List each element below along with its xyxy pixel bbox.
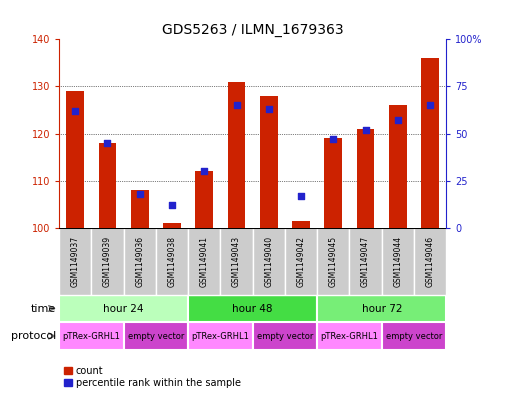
Bar	[317, 295, 446, 322]
Bar	[66, 91, 84, 228]
Point	[200, 168, 208, 174]
Bar	[98, 143, 116, 228]
Text: GSM1149043: GSM1149043	[232, 236, 241, 287]
Point	[103, 140, 111, 146]
Text: GSM1149040: GSM1149040	[264, 236, 273, 287]
Point	[394, 117, 402, 123]
Point	[232, 102, 241, 108]
Text: pTRex-GRHL1: pTRex-GRHL1	[63, 332, 120, 340]
Text: empty vector: empty vector	[256, 332, 313, 340]
Bar	[317, 228, 349, 295]
Text: hour 72: hour 72	[362, 303, 402, 314]
Bar	[357, 129, 374, 228]
Point	[297, 193, 305, 199]
Point	[426, 102, 435, 108]
Bar	[91, 228, 124, 295]
Text: GSM1149047: GSM1149047	[361, 236, 370, 287]
Bar	[195, 171, 213, 228]
Bar	[188, 295, 317, 322]
Bar	[163, 223, 181, 228]
Bar	[414, 228, 446, 295]
Bar	[59, 322, 124, 350]
Text: hour 48: hour 48	[232, 303, 273, 314]
Text: GSM1149044: GSM1149044	[393, 236, 402, 287]
Bar	[324, 138, 342, 228]
Text: pTRex-GRHL1: pTRex-GRHL1	[191, 332, 249, 340]
Bar	[252, 228, 285, 295]
Text: GSM1149045: GSM1149045	[329, 236, 338, 287]
Bar	[382, 228, 414, 295]
Bar	[221, 228, 252, 295]
Point	[265, 106, 273, 112]
Point	[168, 202, 176, 208]
Bar	[59, 228, 91, 295]
Text: empty vector: empty vector	[128, 332, 184, 340]
Text: GSM1149036: GSM1149036	[135, 236, 144, 287]
Bar	[156, 228, 188, 295]
Text: GSM1149042: GSM1149042	[297, 236, 306, 287]
Text: protocol: protocol	[11, 331, 56, 341]
Bar	[124, 228, 156, 295]
Bar	[382, 322, 446, 350]
Title: GDS5263 / ILMN_1679363: GDS5263 / ILMN_1679363	[162, 23, 344, 37]
Bar	[59, 295, 188, 322]
Text: GSM1149041: GSM1149041	[200, 236, 209, 287]
Bar	[317, 322, 382, 350]
Text: time: time	[31, 303, 56, 314]
Point	[362, 127, 370, 133]
Point	[135, 191, 144, 197]
Legend: count, percentile rank within the sample: count, percentile rank within the sample	[64, 366, 241, 388]
Text: empty vector: empty vector	[386, 332, 442, 340]
Bar	[389, 105, 407, 228]
Text: GSM1149039: GSM1149039	[103, 236, 112, 287]
Bar	[349, 228, 382, 295]
Text: GSM1149038: GSM1149038	[167, 236, 176, 287]
Bar	[252, 322, 317, 350]
Text: hour 24: hour 24	[103, 303, 144, 314]
Bar	[228, 82, 245, 228]
Bar	[188, 228, 221, 295]
Bar	[131, 190, 149, 228]
Point	[329, 136, 338, 142]
Bar	[124, 322, 188, 350]
Bar	[285, 228, 317, 295]
Text: pTRex-GRHL1: pTRex-GRHL1	[321, 332, 379, 340]
Text: GSM1149046: GSM1149046	[426, 236, 435, 287]
Bar	[188, 322, 252, 350]
Text: GSM1149037: GSM1149037	[71, 236, 80, 287]
Bar	[421, 58, 439, 228]
Point	[71, 108, 79, 114]
Bar	[260, 96, 278, 228]
Bar	[292, 221, 310, 228]
